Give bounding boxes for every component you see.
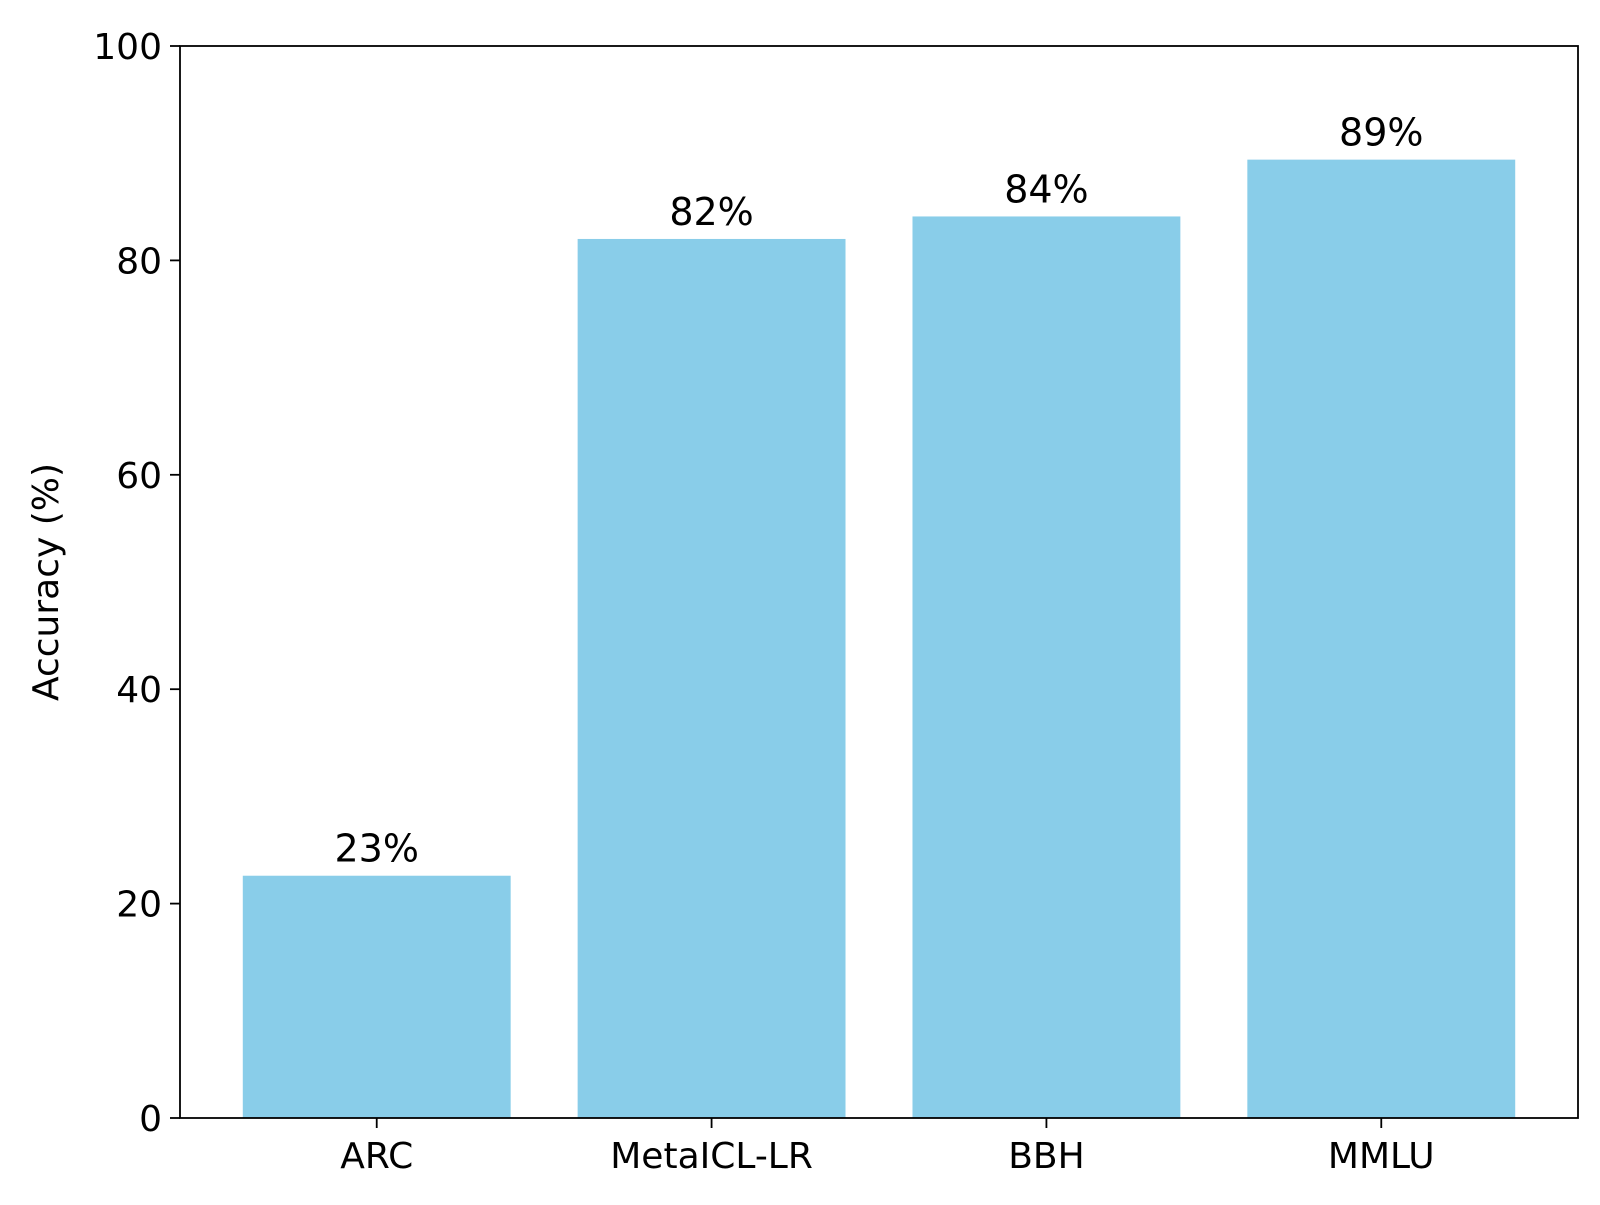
- bar-labels-group: 23% 82% 84% 89%: [334, 111, 1423, 871]
- bar-value-label: 89%: [1339, 111, 1423, 155]
- plot-frame: [179, 45, 1579, 1119]
- x-tick-label: ARC: [340, 1136, 413, 1177]
- bar-value-label: 82%: [669, 190, 753, 234]
- y-tick-label: 40: [116, 670, 162, 711]
- bars-group: [242, 159, 1516, 1118]
- x-axis: ARC MetaICL-LR BBH MMLU: [340, 1118, 1435, 1177]
- y-tick-label: 20: [116, 885, 162, 926]
- y-tick-label: 80: [116, 241, 162, 282]
- bar-mmlu: [1247, 159, 1516, 1118]
- y-tick-label: 0: [139, 1099, 162, 1140]
- bar-metaicl-lr: [577, 238, 846, 1118]
- y-tick-label: 100: [93, 27, 162, 68]
- bar-value-label: 84%: [1004, 167, 1088, 211]
- x-tick-label: MetaICL-LR: [610, 1136, 813, 1177]
- y-tick-label: 60: [116, 456, 162, 497]
- bar-arc: [242, 875, 511, 1118]
- bar-bbh: [912, 216, 1181, 1118]
- y-axis: 0 20 40 60 80 100: [93, 27, 180, 1140]
- x-tick-label: MMLU: [1328, 1136, 1435, 1177]
- y-axis-title: Accuracy (%): [26, 463, 67, 701]
- x-tick-label: BBH: [1008, 1136, 1084, 1177]
- bar-value-label: 23%: [334, 827, 418, 871]
